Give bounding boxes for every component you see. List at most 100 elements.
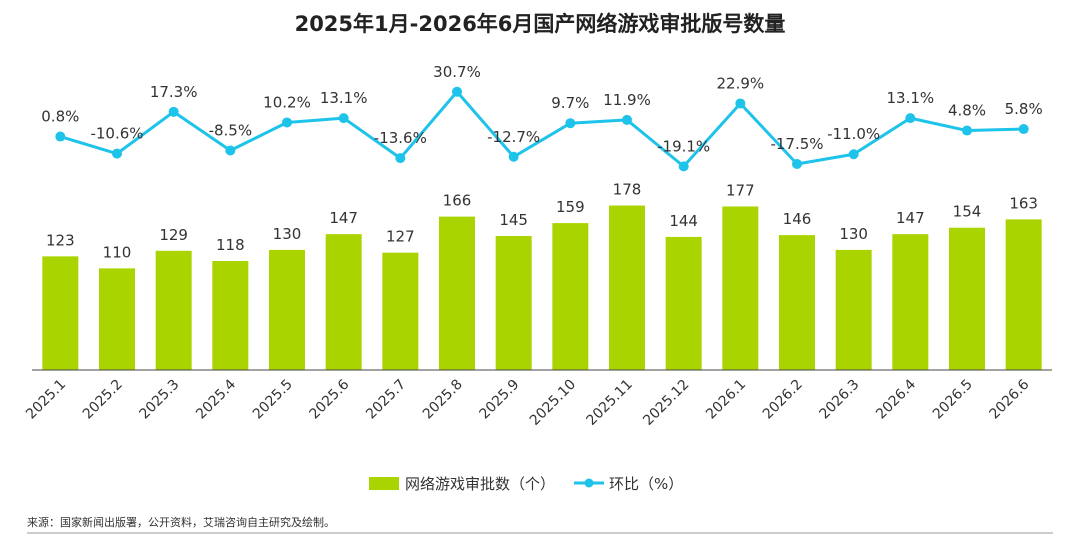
bar	[495, 236, 532, 370]
bar-value-label: 130	[839, 225, 868, 243]
source-note: 来源：国家新闻出版署，公开资料，艾瑞咨询自主研究及绘制。	[27, 515, 335, 529]
line-value-label: 10.2%	[263, 93, 311, 111]
bar-value-label: 127	[386, 228, 415, 246]
x-tick-label: 2026.4	[873, 376, 919, 422]
legend-bar-label: 网络游戏审批数（个）	[405, 475, 555, 493]
bar-value-label: 110	[103, 243, 132, 261]
bar-value-label: 177	[726, 181, 755, 199]
line-point	[678, 161, 689, 172]
line-value-label: 30.7%	[433, 63, 481, 81]
bars-layer: 123 110 129 118 130 147 127 166 145 159 178 144 177 1…	[42, 181, 1042, 370]
x-tick-label: 2025.2	[80, 377, 126, 423]
line-point	[282, 117, 292, 128]
bar-value-label: 178	[613, 181, 642, 199]
line-value-label: 5.8%	[1005, 100, 1043, 118]
legend: 网络游戏审批数（个） 环比（%）	[369, 475, 683, 493]
line-point	[452, 86, 462, 97]
x-tick-label: 2025.9	[477, 377, 523, 423]
line-value-label: 13.1%	[887, 89, 935, 107]
line-point	[55, 131, 66, 142]
x-tick-label: 2025.4	[193, 376, 239, 422]
line-point	[1018, 124, 1029, 135]
line-point	[112, 148, 122, 159]
x-tick-label: 2025.7	[363, 377, 409, 423]
bar-value-label: 146	[783, 210, 812, 228]
line-point	[225, 145, 236, 156]
line-value-label: 0.8%	[41, 108, 79, 126]
line-value-label: 11.9%	[603, 91, 651, 109]
line-value-label: -19.1%	[657, 137, 710, 155]
bar-value-label: 163	[1009, 194, 1038, 212]
x-tick-label: 2025.11	[584, 377, 636, 429]
line-value-label: 13.1%	[320, 89, 368, 107]
bar	[665, 236, 702, 370]
bar-value-label: 159	[556, 198, 585, 216]
chart-title: 2025年1月-2026年6月国产网络游戏审批版号数量	[295, 12, 786, 36]
line-value-label: -11.0%	[827, 125, 880, 143]
line-layer: 0.8% -10.6% 17.3% -8.5% 10.2% 13.1% -13.6% 30.7…	[41, 63, 1043, 172]
bar	[1005, 219, 1042, 370]
line-point	[848, 149, 859, 160]
bar	[722, 206, 759, 370]
x-tick-label: 2026.6	[987, 376, 1033, 422]
line-value-label: 9.7%	[551, 94, 589, 112]
line-point	[395, 153, 406, 164]
bar-value-label: 154	[953, 203, 982, 221]
bar	[382, 252, 419, 370]
line-point	[905, 113, 916, 124]
line-point	[338, 113, 349, 124]
bar-value-label: 166	[443, 192, 472, 210]
x-tick-label: 2025.6	[307, 376, 353, 422]
bar	[325, 234, 362, 370]
line-point	[792, 158, 802, 169]
bar	[99, 268, 135, 370]
bar	[949, 227, 985, 370]
bar	[42, 256, 79, 370]
line-point	[565, 118, 576, 129]
bar	[609, 205, 645, 370]
bar	[439, 216, 475, 370]
line-value-label: -8.5%	[209, 121, 253, 139]
legend-line-label: 环比（%）	[609, 475, 683, 493]
line-value-label: 22.9%	[717, 74, 765, 92]
line-point	[962, 125, 972, 136]
bar	[779, 235, 815, 370]
x-tick-label: 2026.1	[703, 377, 749, 423]
bar	[552, 223, 589, 370]
bar	[212, 260, 249, 370]
x-tick-label: 2025.10	[527, 377, 579, 429]
bar-value-label: 145	[499, 211, 528, 229]
x-tick-label: 2025.8	[420, 377, 466, 423]
line-value-label: -12.7%	[487, 128, 540, 146]
x-tick-label: 2025.12	[640, 377, 692, 429]
bar-value-label: 129	[159, 226, 188, 244]
line-point	[508, 151, 519, 162]
bar	[892, 234, 929, 370]
bar-value-label: 147	[329, 209, 358, 227]
bar-value-label: 123	[46, 231, 75, 249]
bar-value-label: 147	[896, 209, 925, 227]
bar	[269, 249, 305, 370]
line-value-label: -10.6%	[90, 125, 143, 143]
line-value-label: 17.3%	[150, 83, 198, 101]
bar-value-label: 144	[669, 212, 698, 230]
x-tick-label: 2026.3	[817, 377, 863, 423]
bar	[835, 249, 872, 370]
legend-line-marker	[584, 478, 594, 488]
x-tick-label: 2026.2	[760, 377, 806, 423]
x-tick-label: 2026.5	[930, 377, 976, 423]
line-point	[168, 106, 179, 117]
bar-value-label: 130	[273, 225, 302, 243]
x-tick-label: 2025.3	[137, 377, 183, 423]
x-tick-label: 2025.5	[250, 377, 296, 423]
line-value-label: -17.5%	[770, 135, 823, 153]
bar-value-label: 118	[216, 236, 245, 254]
line-value-label: 4.8%	[948, 102, 986, 120]
line-point	[622, 114, 632, 125]
line-series	[59, 90, 1024, 168]
legend-bar-swatch	[369, 477, 399, 490]
x-axis-ticks: 2025.1 2025.2 2025.3 2025.4 2025.5 2025.6 2025…	[23, 376, 1032, 428]
line-point	[735, 98, 746, 109]
